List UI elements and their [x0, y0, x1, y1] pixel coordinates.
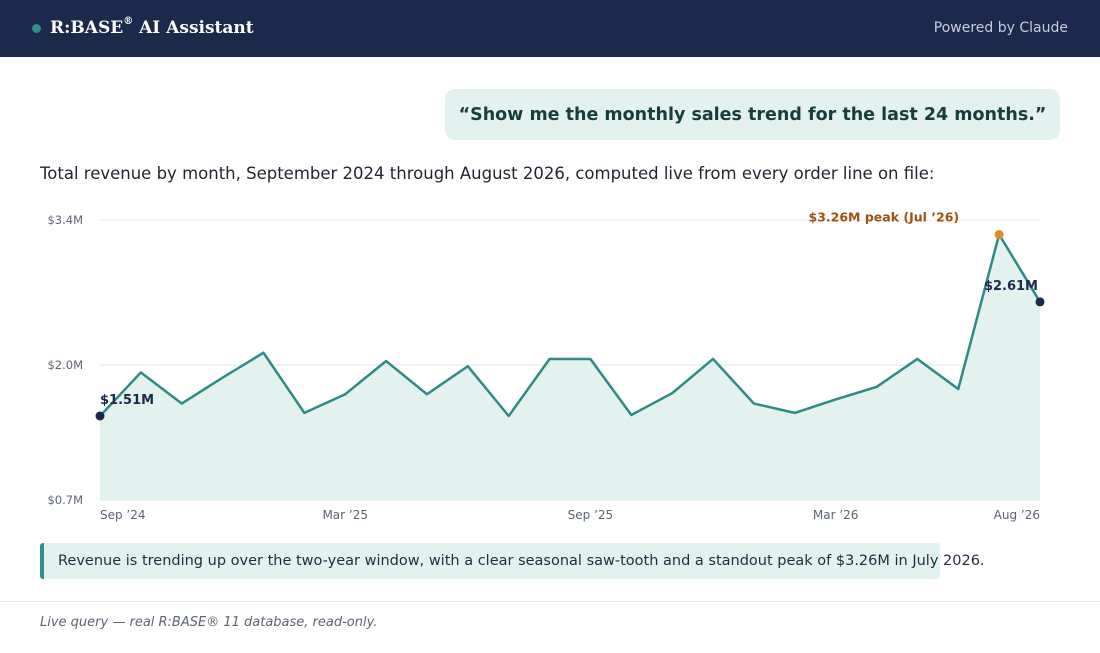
x-tick-label: Sep ’25: [568, 508, 614, 522]
x-tick-label: Sep ’24: [100, 508, 146, 522]
y-tick-label: $2.0M: [47, 358, 83, 372]
user-query-bubble: “Show me the monthly sales trend for the…: [445, 89, 1060, 140]
end-value-label: $2.61M: [984, 279, 1038, 294]
footer-divider: [0, 601, 1100, 602]
app-title: R:BASE® AI Assistant: [50, 14, 254, 42]
y-tick-label: $3.4M: [47, 213, 83, 227]
revenue-line-chart: $0.7M $2.0M $3.4M Sep ’24 Mar ’25 Sep ’25 Mar …: [0, 200, 1100, 530]
x-tick-label: Mar ’26: [813, 508, 859, 522]
brand-name: R:BASE: [50, 18, 123, 38]
user-query-text: “Show me the monthly sales trend for the…: [459, 105, 1047, 125]
powered-by-label: Powered by Claude: [934, 19, 1068, 37]
insight-text: Revenue is trending up over the two-year…: [58, 552, 985, 570]
app-header: R:BASE® AI Assistant Powered by Claude: [0, 0, 1100, 57]
start-value-label: $1.51M: [100, 393, 154, 408]
brand-suffix: AI Assistant: [133, 18, 253, 38]
footer-note: Live query — real R:BASE® 11 database, r…: [40, 615, 377, 630]
x-tick-label: Aug ’26: [994, 508, 1040, 522]
peak-value-label: $3.26M peak (Jul ’26): [809, 210, 960, 225]
start-point-marker: [96, 412, 105, 421]
status-dot-icon: [32, 24, 41, 33]
end-point-marker: [1036, 297, 1045, 306]
peak-point-marker: [995, 230, 1004, 239]
y-tick-label: $0.7M: [47, 493, 83, 507]
registered-mark: ®: [123, 16, 133, 27]
x-tick-label: Mar ’25: [322, 508, 368, 522]
assistant-intro-text: Total revenue by month, September 2024 t…: [40, 163, 934, 185]
insight-callout: Revenue is trending up over the two-year…: [40, 543, 940, 579]
